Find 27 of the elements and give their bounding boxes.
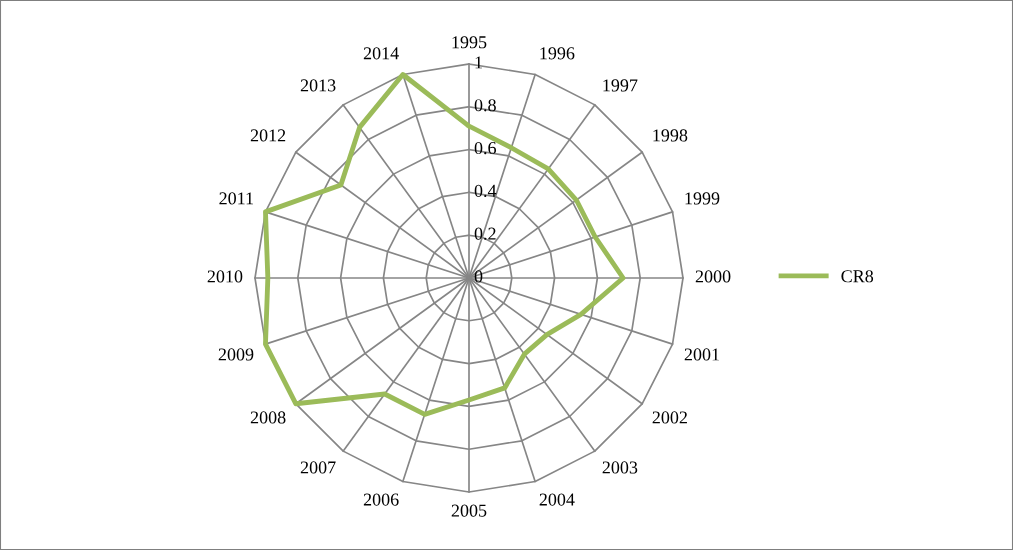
spoke-label: 1996 [540,47,575,60]
y-tick-label: 1 [475,56,482,69]
spoke-label: 2005 [451,504,487,517]
y-tick-label: 0.4 [474,184,497,197]
spoke-label: 2002 [652,411,687,424]
spoke-label: 2011 [219,192,253,205]
spoke-label: 2001 [684,348,719,361]
spoke-label: 2010 [207,270,243,283]
spoke-label: 2014 [363,47,399,60]
y-tick-label: 0.8 [474,99,496,112]
spoke-label: 1997 [603,79,638,92]
spoke-label: 2006 [363,493,399,506]
spoke-label: 2003 [602,461,638,474]
y-tick-label: 0.6 [474,141,497,155]
spoke-label: 2009 [218,348,254,361]
spoke-label: 2012 [250,129,286,142]
legend-label: CR8 [841,270,874,283]
y-tick-label: 0 [474,270,483,283]
spoke-label: 1999 [685,192,720,205]
spoke-label: 2004 [539,493,575,506]
y-tick-label: 0.2 [474,227,496,240]
spoke-label: 2007 [300,461,336,474]
spoke-label: 1998 [653,129,688,142]
spoke-label: 2008 [250,411,286,424]
spoke-label: 1995 [452,36,487,49]
spoke-label: 2000 [695,270,731,283]
spoke-label: 2013 [300,79,336,92]
